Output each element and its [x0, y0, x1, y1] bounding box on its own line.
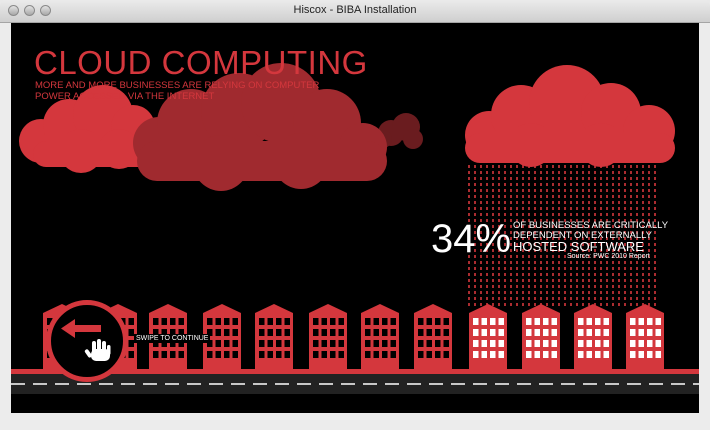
- building-icon: [309, 304, 347, 371]
- minimize-window-button[interactable]: [24, 5, 35, 16]
- building-icon: [361, 304, 399, 371]
- page-title: CLOUD COMPUTING: [34, 44, 368, 81]
- building-icon: [522, 304, 560, 371]
- sidewalk: [11, 369, 699, 374]
- swipe-label: SWIPE TO CONTINUE: [134, 334, 211, 343]
- statistic-line-2: DEPENDENT ON EXTERNALLY: [513, 229, 653, 241]
- statistic-line-3: HOSTED SOFTWARE: [513, 239, 644, 254]
- presentation-canvas: CLOUD COMPUTING MORE AND MORE BUSINESSES…: [11, 23, 699, 413]
- zoom-window-button[interactable]: [40, 5, 51, 16]
- infographic-scene: [11, 63, 699, 394]
- close-window-button[interactable]: [8, 5, 19, 16]
- buildings-row: [43, 304, 664, 371]
- building-icon: [469, 304, 507, 371]
- statistic-text: OF BUSINESSES ARE CRITICALLY DEPENDENT O…: [513, 221, 668, 254]
- building-icon: [574, 304, 612, 371]
- page-subtitle: MORE AND MORE BUSINESSES ARE RELYING ON …: [35, 80, 320, 102]
- building-icon: [255, 304, 293, 371]
- cloud-right-icon: [465, 65, 675, 167]
- building-icon: [414, 304, 452, 371]
- building-icon: [626, 304, 664, 371]
- statistic-line-1: OF BUSINESSES ARE CRITICALLY: [513, 220, 669, 231]
- hand-icon: [84, 339, 111, 361]
- statistic-value: 34%: [431, 217, 512, 261]
- cloud-left-icon: [19, 85, 155, 173]
- left-arrow-icon: [61, 319, 101, 338]
- cloud-main-icon: [133, 63, 387, 191]
- swipe-to-continue-button[interactable]: [46, 300, 128, 382]
- title-bar: Hiscox - BIBA Installation: [0, 0, 710, 23]
- statistic-source: Source: PWC 2010 Report: [567, 253, 650, 260]
- window-title: Hiscox - BIBA Installation: [293, 4, 417, 16]
